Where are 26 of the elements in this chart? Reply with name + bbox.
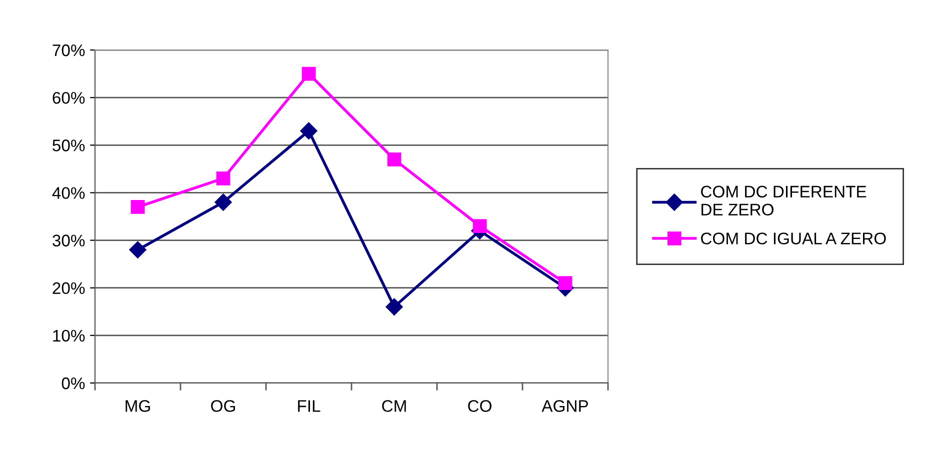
y-tick-label: 70% <box>52 44 85 56</box>
point <box>300 122 318 140</box>
y-tick-label: 30% <box>52 234 85 246</box>
x-tick-label: CO <box>468 400 492 412</box>
x-tick-label: CM <box>382 400 406 412</box>
legend-label: COM DC DIFERENTE DE ZERO <box>701 186 866 216</box>
y-tick-label: 10% <box>53 330 85 342</box>
y-tick-label: 40% <box>52 187 85 199</box>
y-tick-label: 50% <box>52 140 85 152</box>
y-tick-label: 60% <box>52 92 85 104</box>
y-tick-label: 0% <box>62 377 85 390</box>
point <box>214 194 232 211</box>
point <box>387 152 402 166</box>
x-tick-label: OG <box>211 400 235 412</box>
point <box>302 66 316 81</box>
point <box>558 276 572 290</box>
point <box>472 219 487 233</box>
y-tick-label: 20% <box>52 282 85 294</box>
x-tick-label: FIL <box>298 400 320 412</box>
x-tick-label: AGNP <box>542 400 588 412</box>
point <box>216 172 230 186</box>
x-tick-label: MG <box>126 400 150 412</box>
point <box>129 241 146 258</box>
point <box>386 298 403 316</box>
point <box>130 200 145 214</box>
legend-label: COM DC IGUAL A ZERO <box>701 232 886 244</box>
